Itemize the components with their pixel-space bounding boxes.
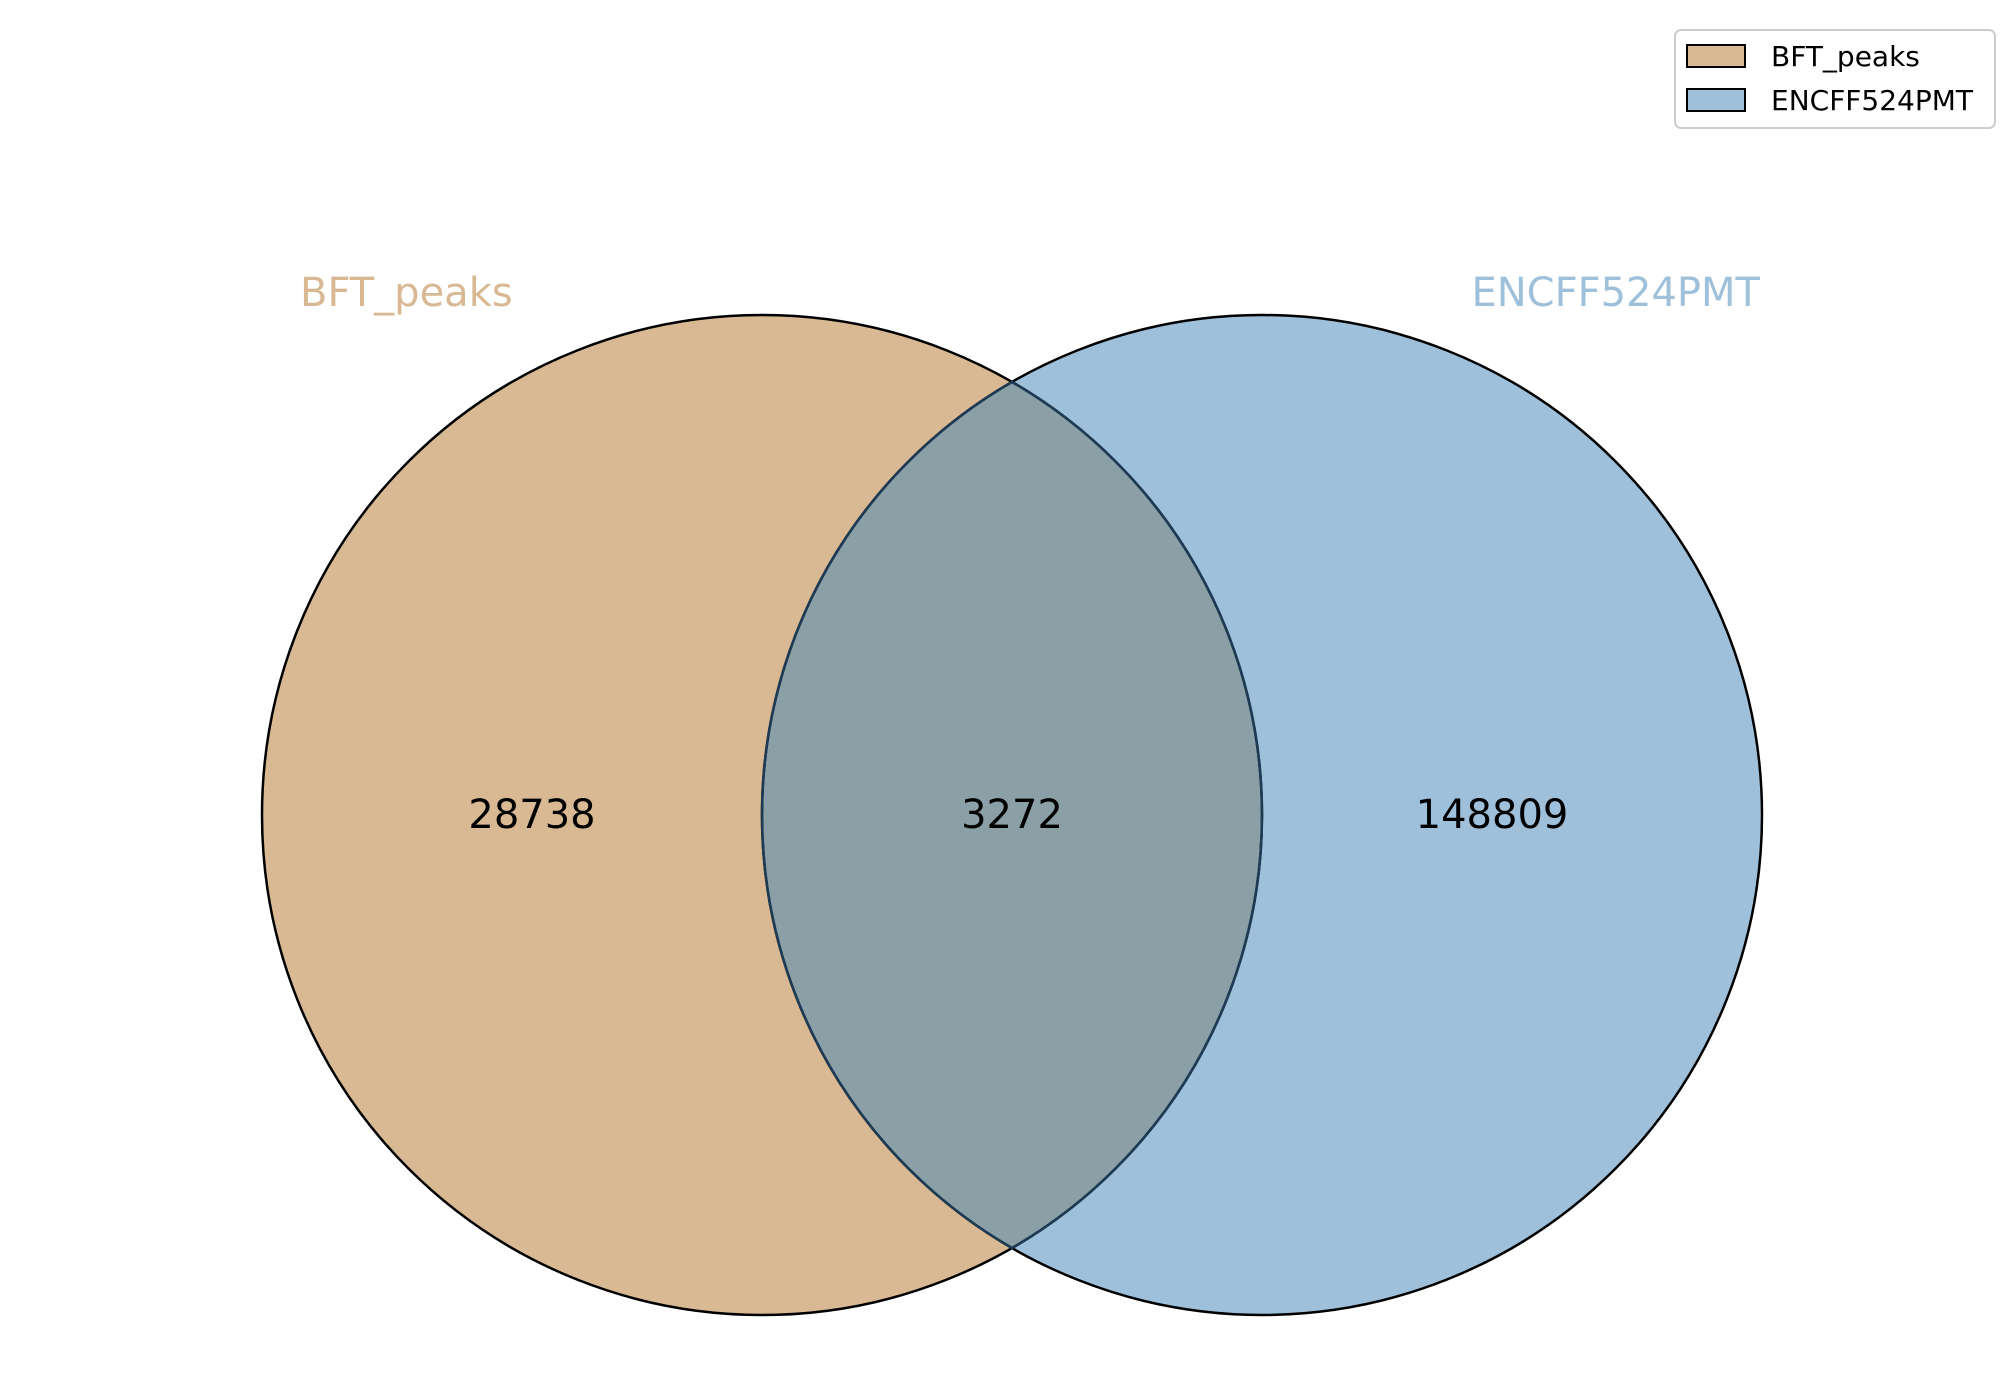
set-label-bft-peaks: BFT_peaks [300, 270, 513, 316]
legend-swatch-encff524pmt [1686, 88, 1746, 112]
legend-swatch-bft-peaks [1686, 44, 1746, 68]
intersection-outline [760, 380, 1264, 1250]
intersection-region [762, 315, 1262, 1315]
count-encff524pmt-only: 148809 [1416, 792, 1569, 838]
legend-label-encff524pmt: ENCFF524PMT [1771, 84, 1974, 117]
count-bft-peaks-only: 28738 [468, 792, 595, 838]
count-intersection: 3272 [961, 792, 1063, 838]
legend: BFT_peaks ENCFF524PMT [1674, 29, 1996, 129]
set-label-encff524pmt: ENCFF524PMT [1471, 270, 1760, 316]
legend-frame [1674, 29, 1996, 129]
legend-label-bft-peaks: BFT_peaks [1771, 40, 1920, 73]
